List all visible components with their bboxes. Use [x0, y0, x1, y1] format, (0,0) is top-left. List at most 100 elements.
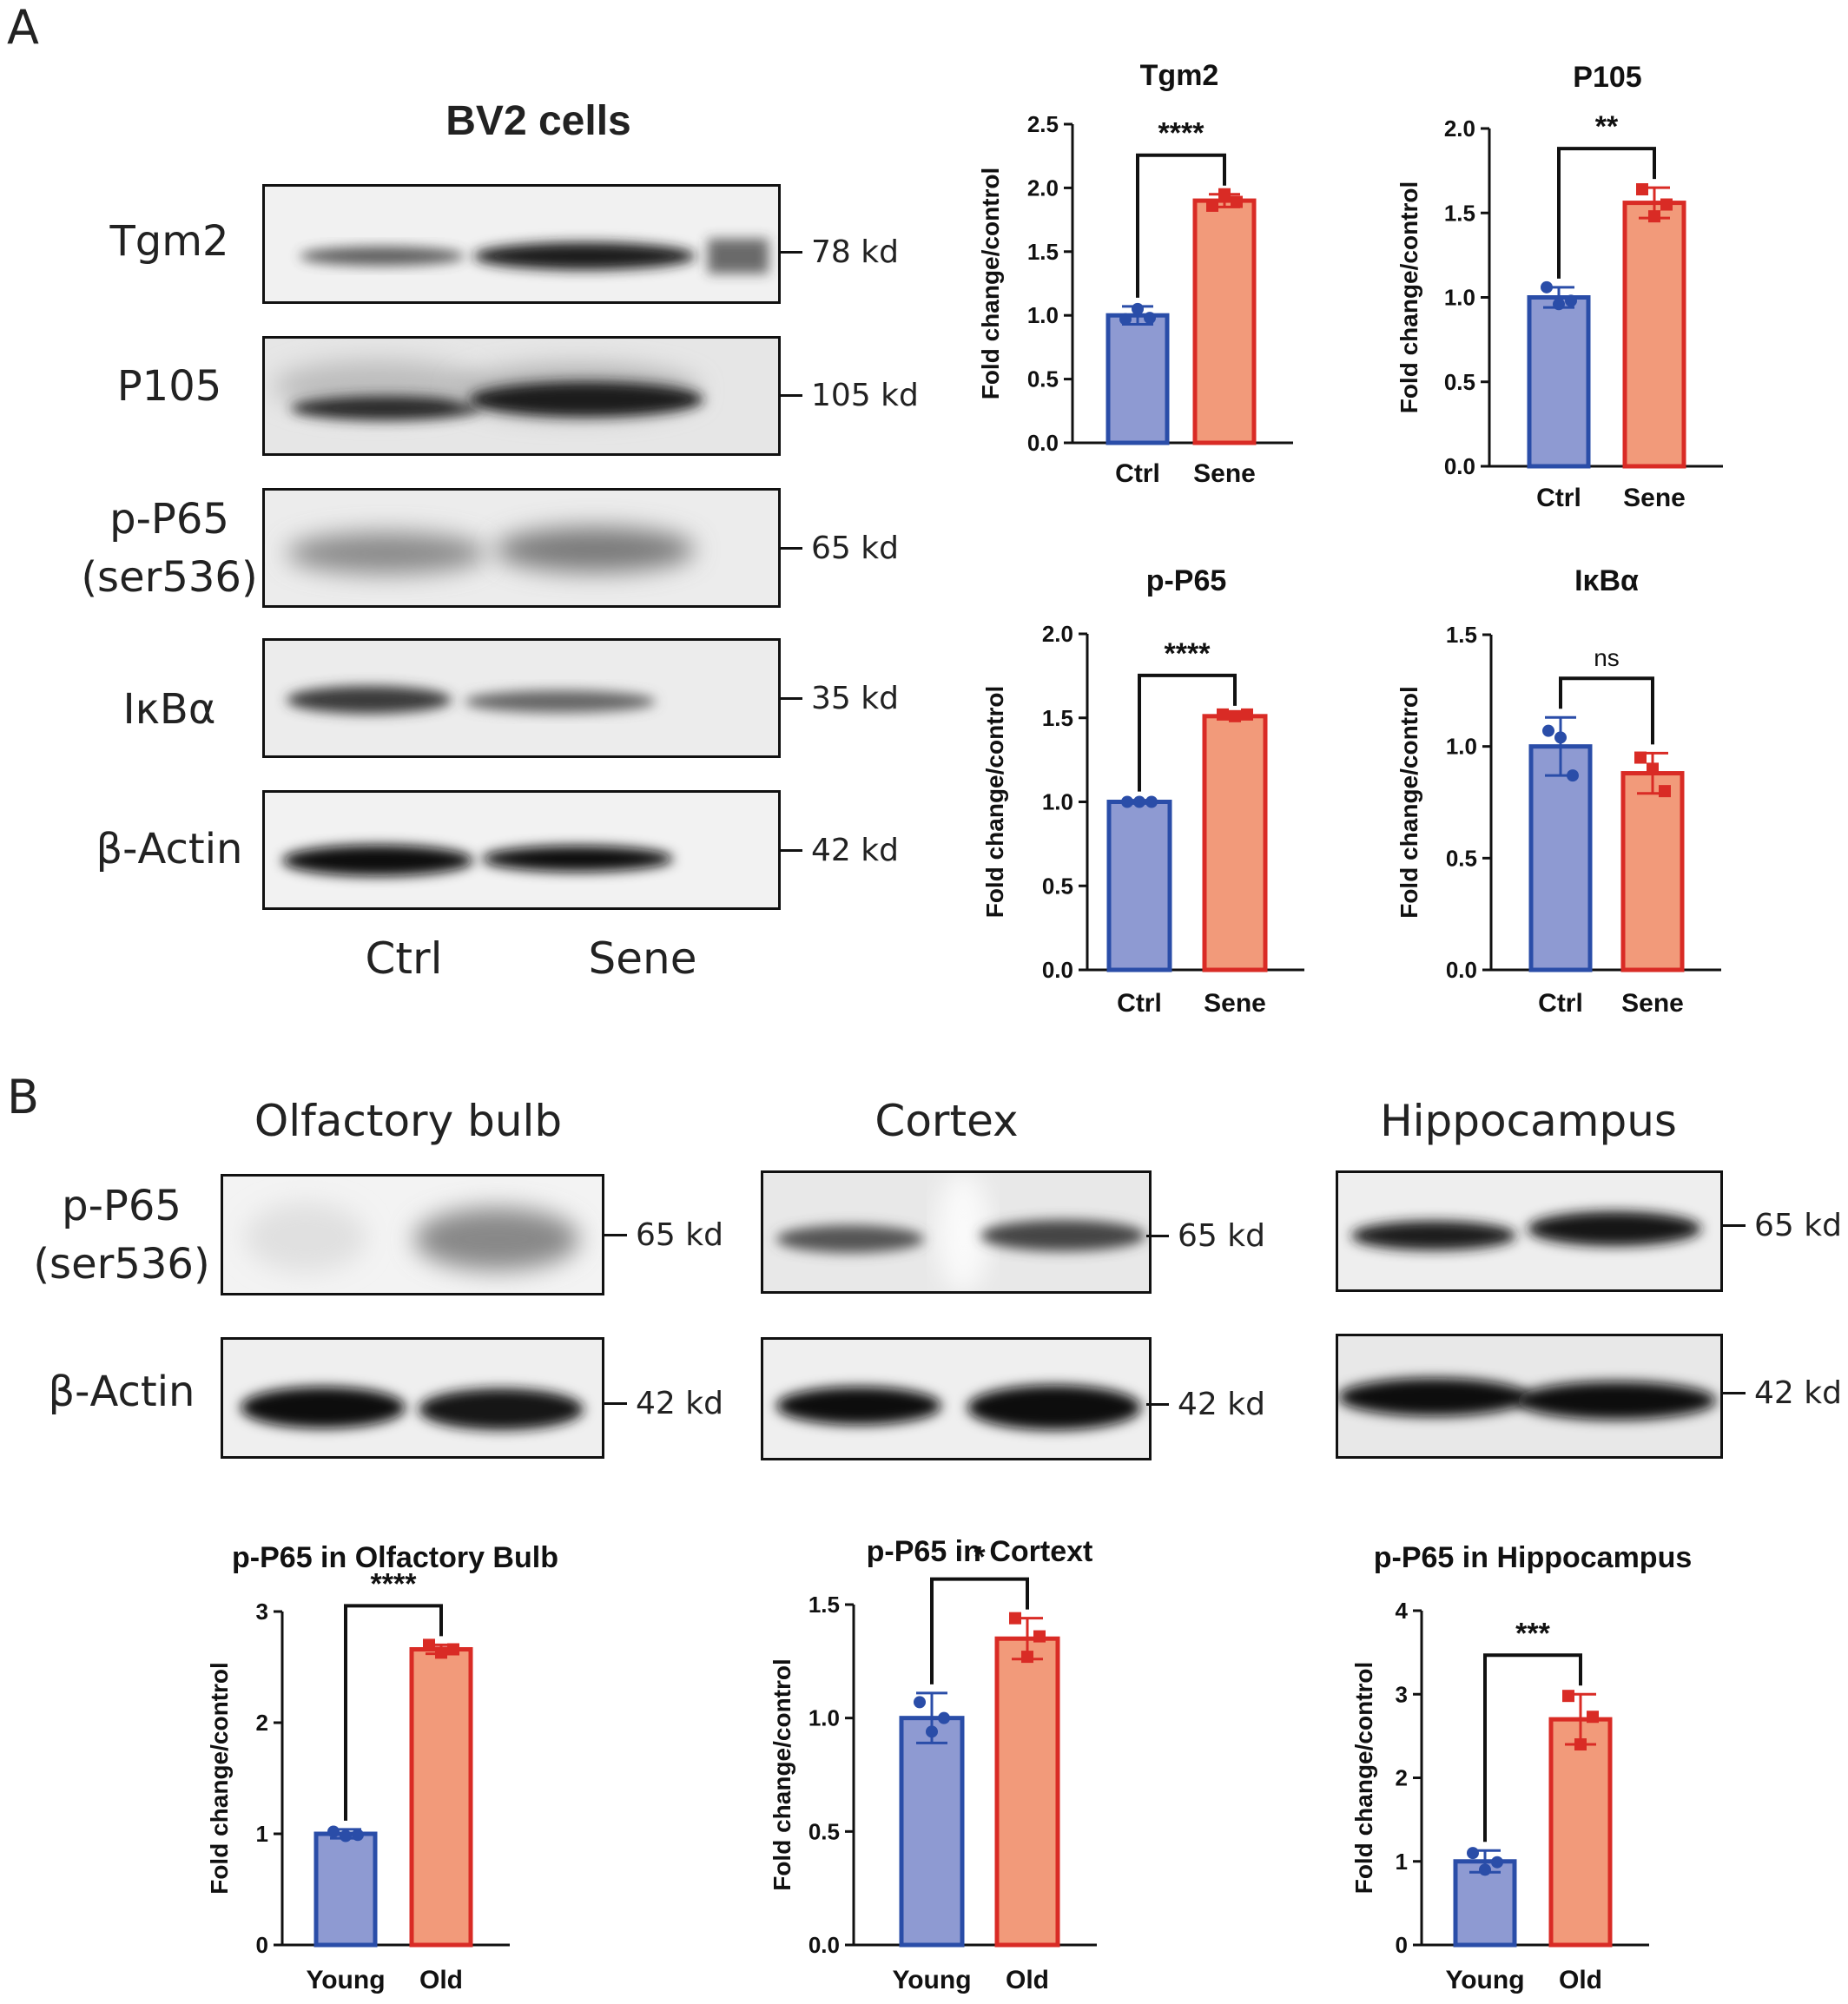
significance-label: **** [1165, 637, 1211, 670]
blot-row-label-ikba: IκBα [122, 685, 216, 734]
kd-marker-hippocampus-bactin: 42 kd [1723, 1375, 1842, 1411]
bar-chart-4: p-P65 in Olfactory Bulb 0 1 2 3 Fold change/c… [206, 1541, 558, 1994]
category-label: Old [1559, 1966, 1602, 1994]
significance-bracket [930, 1577, 1029, 1684]
data-point [447, 1643, 459, 1656]
chart-title: p-P65 in Hippocampus [1374, 1541, 1693, 1574]
data-point [1218, 188, 1231, 201]
blot-image-ikba [262, 638, 781, 758]
chart-title: p-P65 in Olfactory Bulb [232, 1541, 558, 1574]
significance-bracket [1559, 676, 1654, 745]
kd-marker-p105: 105 kd [780, 378, 919, 413]
y-axis-label: Fold change/control [1350, 1662, 1377, 1895]
kd-marker-ikba: 35 kd [780, 681, 899, 716]
data-point [1565, 294, 1577, 307]
y-tick-label: 1.5 [1446, 622, 1477, 648]
lane-label-sene: Sene [588, 933, 697, 984]
y-tick-label: 3 [256, 1599, 268, 1625]
chart-title: P105 [1573, 61, 1641, 94]
y-tick-label: 0.5 [1042, 873, 1073, 899]
y-tick-label: 2.0 [1027, 175, 1059, 201]
data-point [1541, 280, 1553, 293]
kd-marker-bactin: 42 kd [780, 833, 899, 868]
blot-row-label-tgm2: Tgm2 [109, 217, 229, 266]
data-point [352, 1829, 364, 1842]
data-point [1587, 1711, 1599, 1724]
y-tick-label: 2.5 [1027, 111, 1059, 137]
bar-chart-1: P105 0.0 0.5 1.0 1.5 2.0 Fold change/control Ct… [1396, 61, 1723, 512]
chart-title: p-P65 in Cortext [867, 1535, 1093, 1568]
bar-ctrl [1106, 313, 1170, 445]
data-point [1562, 1690, 1574, 1703]
category-label: Ctrl [1115, 459, 1160, 488]
data-point [1574, 1738, 1587, 1750]
y-tick-label: 1.0 [1446, 734, 1477, 760]
significance-bracket [1557, 147, 1656, 279]
data-point [1636, 183, 1648, 196]
blot-row-label-pp65: p-P65 (ser536) [81, 495, 258, 603]
blot-hippocampus-pp65 [1336, 1170, 1723, 1292]
significance-bracket [1483, 1653, 1582, 1842]
y-axis-label: Fold change/control [1396, 686, 1422, 919]
category-label: Young [892, 1966, 971, 1994]
y-tick-label: 1 [256, 1821, 268, 1847]
y-axis-label: Fold change/control [1396, 181, 1422, 414]
data-point [1132, 302, 1144, 315]
y-axis-label: Fold change/control [981, 686, 1008, 919]
kd-marker-cortex-bactin: 42 kd [1146, 1387, 1265, 1422]
data-point [1021, 1651, 1033, 1664]
data-point [1647, 762, 1659, 775]
category-label: Sene [1204, 989, 1266, 1018]
y-tick-label: 0.5 [1446, 845, 1477, 871]
significance-label: * [974, 1541, 986, 1574]
blot-olfactory-bactin [221, 1337, 604, 1459]
panel-a-letter: A [7, 0, 39, 55]
y-axis-label: Fold change/control [977, 168, 1004, 400]
kd-marker-pp65: 65 kd [780, 531, 899, 566]
y-tick-label: 0.5 [808, 1818, 840, 1844]
y-tick-label: 4 [1396, 1598, 1409, 1624]
bar-sene [1622, 201, 1686, 469]
significance-label: *** [1515, 1617, 1550, 1650]
data-point [1659, 785, 1671, 798]
category-label: Old [419, 1966, 463, 1994]
y-tick-label: 0.0 [1444, 453, 1475, 479]
bar-chart-3: IκBα 0.0 0.5 1.0 1.5 Fold change/control Ctrl S… [1396, 564, 1721, 1018]
data-point [1206, 199, 1218, 212]
panel-b-letter: B [7, 1070, 40, 1124]
y-tick-label: 0.5 [1027, 366, 1059, 392]
y-tick-label: 1.5 [1027, 239, 1059, 265]
y-tick-label: 2 [256, 1710, 268, 1736]
category-label: Ctrl [1538, 989, 1583, 1018]
data-point [1553, 298, 1565, 311]
bar-sene [1620, 771, 1685, 972]
data-point [1231, 195, 1243, 208]
data-point [1554, 731, 1567, 744]
y-tick-label: 0.5 [1444, 369, 1475, 395]
lane-label-ctrl: Ctrl [365, 933, 443, 984]
y-tick-label: 2.0 [1042, 621, 1073, 647]
y-tick-label: 3 [1396, 1681, 1408, 1707]
y-tick-label: 0 [256, 1932, 268, 1958]
y-tick-label: 0.0 [1446, 957, 1477, 983]
category-label: Young [306, 1966, 385, 1994]
data-point [1144, 312, 1156, 325]
bar-chart-2: p-P65 0.0 0.5 1.0 1.5 2.0 Fold change/control C… [981, 564, 1304, 1018]
y-tick-label: 2.0 [1444, 115, 1475, 142]
significance-bracket [1136, 153, 1226, 298]
category-label: Ctrl [1536, 484, 1581, 512]
bar-sene [1202, 714, 1268, 972]
chart-title: Tgm2 [1140, 59, 1219, 92]
data-point [340, 1829, 352, 1842]
category-label: Young [1445, 1966, 1524, 1994]
bar-ctrl [1106, 800, 1172, 972]
chart-title: IκBα [1574, 564, 1639, 597]
blot-image-tgm2 [262, 184, 781, 304]
significance-label: ns [1594, 644, 1620, 671]
kd-marker-tgm2: 78 kd [780, 234, 899, 270]
data-point [1229, 709, 1241, 722]
bar-old [409, 1647, 473, 1948]
y-tick-label: 1.5 [808, 1592, 840, 1618]
y-tick-label: 1.0 [1042, 789, 1073, 815]
